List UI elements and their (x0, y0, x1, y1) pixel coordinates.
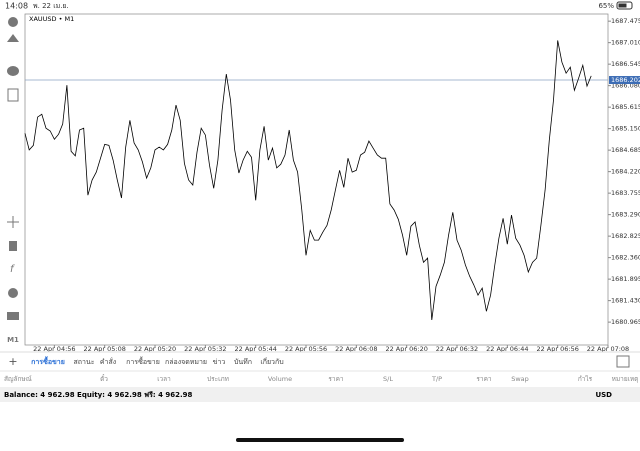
y-tick-label: 1685.615 (611, 103, 640, 111)
add-button[interactable]: + (8, 355, 17, 368)
x-tick-label: 22 Apr 05:20 (134, 345, 176, 353)
tab[interactable]: บันทึก (234, 357, 252, 366)
tabs: การซื้อขาย สถานะ คำสั่ง การซื้อขาย กล่องจดหม… (31, 355, 284, 366)
tab[interactable]: การซื้อขาย (126, 355, 160, 366)
x-tick-label: 22 Apr 06:32 (436, 345, 478, 353)
y-tick-label: 1687.475 (611, 17, 640, 25)
column-header: หมายเหตุ (612, 375, 639, 383)
x-tick-label: 22 Apr 05:44 (234, 345, 276, 353)
y-tick-label: 1687.010 (611, 39, 640, 47)
status-battery: 65% (598, 2, 614, 10)
y-tick-label: 1684.220 (611, 168, 640, 176)
column-header: สัญลักษณ์ (4, 375, 32, 383)
battery-icon (616, 1, 633, 10)
tool-icon[interactable] (7, 88, 19, 102)
x-tick-label: 22 Apr 06:44 (486, 345, 528, 353)
tab[interactable]: กล่องจดหมาย (165, 358, 207, 366)
tool-icon[interactable] (8, 288, 18, 298)
tool-icon[interactable]: f (10, 264, 15, 275)
y-tick-label: 1686.080 (611, 82, 640, 90)
x-tick-label: 22 Apr 05:08 (83, 345, 125, 353)
tool-icon[interactable] (8, 17, 18, 27)
x-tick-label: 22 Apr 06:56 (536, 345, 578, 353)
x-tick-label: 22 Apr 07:08 (587, 345, 629, 353)
column-header: ราคา (328, 375, 343, 383)
column-header: T/P (431, 375, 442, 383)
x-tick-label: 22 Apr 05:32 (184, 345, 226, 353)
tool-icon[interactable] (7, 66, 19, 76)
tool-icon[interactable] (7, 216, 19, 228)
timeframe-button[interactable]: M1 (7, 336, 19, 344)
x-tick-label: 22 Apr 05:56 (285, 345, 327, 353)
x-tick-label: 22 Apr 04:56 (33, 345, 75, 353)
tab[interactable]: คำสั่ง (100, 357, 116, 366)
x-tick-label: 22 Apr 06:08 (335, 345, 377, 353)
column-header: เวลา (157, 375, 171, 383)
column-header: ราคา (476, 375, 491, 383)
y-tick-label: 1686.545 (611, 60, 640, 68)
column-header: Swap (511, 375, 529, 383)
column-header: Volume (268, 375, 292, 383)
y-tick-label: 1685.150 (611, 125, 640, 133)
column-header: กำไร (578, 375, 593, 383)
toolbar: f (7, 17, 19, 320)
home-indicator (236, 438, 404, 442)
current-price-label: 1686.202 (611, 76, 640, 84)
balance-row (0, 387, 640, 402)
column-header: ตั๋ว (100, 374, 108, 383)
currency: USD (595, 391, 612, 399)
plot: 1680.965 1681.430 1681.895 1682.360 1682.825… (24, 17, 640, 353)
current-price-tag (609, 76, 640, 85)
symbol-label: XAUUSD • M1 (29, 15, 74, 23)
y-tick-label: 1681.895 (611, 275, 640, 283)
balance-text: Balance: 4 962.98 Equity: 4 962.98 ฟรี: … (4, 391, 193, 399)
column-header: S/L (383, 375, 393, 383)
battery-level (618, 3, 627, 8)
y-tick-label: 1682.360 (611, 254, 640, 262)
status-date: พ. 22 เม.ย. (33, 2, 69, 10)
tab[interactable]: สถานะ (74, 358, 95, 366)
status-time: 14:08 (5, 2, 28, 11)
tool-icon[interactable] (9, 241, 17, 251)
y-tick-label: 1683.290 (611, 211, 640, 219)
price-line (24, 40, 592, 321)
columns: สัญลักษณ์ ตั๋ว เวลา ประเภท Volume ราคา S/L T/P ร… (4, 374, 638, 383)
y-tick-label: 1682.825 (611, 232, 640, 240)
plot-frame (24, 13, 609, 346)
tab[interactable]: เกี่ยวกับ (260, 357, 283, 366)
column-header: ประเภท (207, 375, 229, 383)
x-tick-label: 22 Apr 06:20 (385, 345, 427, 353)
tab[interactable]: ข่าว (213, 358, 226, 366)
y-tick-label: 1683.755 (611, 189, 640, 197)
y-tick-label: 1684.685 (611, 146, 640, 154)
tab[interactable]: การซื้อขาย (31, 355, 65, 366)
y-tick-label: 1681.430 (611, 297, 640, 305)
tool-icon[interactable] (7, 312, 19, 320)
layout-icon[interactable] (616, 355, 630, 368)
tool-icon[interactable] (7, 34, 19, 42)
y-tick-label: 1680.965 (611, 318, 640, 326)
